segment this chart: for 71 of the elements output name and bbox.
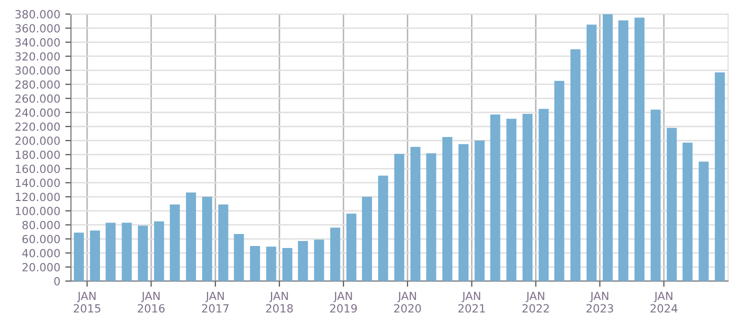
bar [586,24,597,282]
y-tick-label: 120.000 [16,192,60,202]
bar [122,222,132,282]
x-tick-label: JAN 2019 [330,292,357,313]
bar [506,118,516,282]
y-tick-label: 200.000 [15,136,60,145]
bar [634,18,644,282]
bar [346,214,356,282]
bar [266,246,276,282]
y-tick-label: 340.000 [15,38,60,47]
y-tick-label: 20.000 [22,262,60,272]
bar [554,80,564,282]
y-tick-label: 100.000 [16,206,60,216]
y-tick-label: 260.000 [15,94,60,103]
y-tick-label: 60.000 [22,234,60,244]
y-tick-label: 40.000 [22,248,60,258]
bar [602,14,613,282]
bar [138,226,148,282]
x-tick-label: JAN 2018 [266,292,293,313]
y-tick-label: 160.000 [16,164,60,174]
bar [298,241,308,282]
bar [426,153,436,282]
bar [410,146,420,282]
bar [106,222,116,282]
x-tick-label: JAN 2022 [522,292,549,313]
y-tick-label: 320.000 [15,52,60,61]
bar [522,114,533,282]
bar [154,221,164,282]
y-tick-label: 180.000 [16,150,60,159]
bar [666,128,677,282]
x-tick-label: JAN 2015 [74,292,100,313]
bar [202,196,212,282]
bar [186,192,196,282]
y-tick-label: 280.000 [15,80,60,89]
bar [394,154,404,282]
x-tick-label: JAN 2016 [138,292,165,313]
y-tick-label: 140.000 [16,178,60,188]
bar [682,142,693,282]
y-tick-label: 240.000 [15,108,60,117]
y-tick-label: 220.000 [15,122,60,131]
bar [90,230,100,282]
y-tick-label: 380.000 [15,10,60,18]
y-tick-label: 80.000 [22,220,60,230]
bar [314,240,324,282]
y-tick-label: 300.000 [15,66,60,75]
bar [618,20,628,282]
x-tick-label: JAN 2021 [458,292,485,313]
bar [378,176,388,282]
bar [234,234,244,282]
y-tick-label: 0 [54,277,60,286]
y-tick-label: 360.000 [15,24,60,33]
x-tick-label: JAN 2024 [650,292,678,313]
bar [282,248,292,282]
bar [170,204,180,282]
bar [330,228,340,282]
bar [474,140,485,282]
bar [538,108,549,282]
bar [362,196,372,282]
x-tick-label: JAN 2020 [394,292,421,313]
bar [570,49,580,282]
bar [442,137,452,282]
bar [650,110,661,282]
bar [218,204,228,282]
bar [74,232,84,282]
bar [458,144,468,282]
bar [250,246,260,282]
x-tick-label: JAN 2023 [586,292,614,313]
bar [698,162,709,282]
bar [490,114,500,282]
bar [714,72,725,282]
x-tick-label: JAN 2017 [202,292,229,313]
